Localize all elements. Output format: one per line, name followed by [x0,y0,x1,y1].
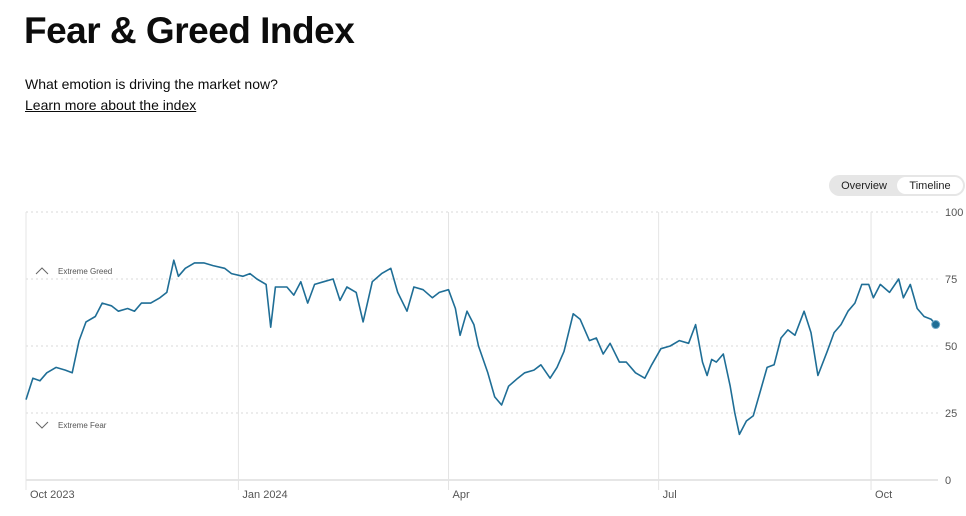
y-tick-label: 75 [945,274,957,286]
x-tick-label: Apr [453,489,470,501]
extreme-greed-label: Extreme Greed [58,267,112,276]
y-tick-label: 50 [945,341,957,353]
page-subtitle: What emotion is driving the market now? [25,76,278,92]
chevron-down-icon [35,421,49,429]
extreme-fear-label: Extreme Fear [58,421,107,430]
y-tick-label: 0 [945,475,951,487]
timeline-toggle-button[interactable]: Timeline [897,177,963,194]
current-value-marker [931,320,941,330]
series-line [25,259,937,436]
y-tick-label: 100 [945,207,963,219]
x-tick-label: Oct 2023 [30,489,75,501]
overview-toggle-button[interactable]: Overview [841,179,887,192]
chevron-up-icon [35,267,49,275]
x-tick-label: Jan 2024 [242,489,287,501]
view-toggle: Overview Timeline [829,175,965,196]
page-title: Fear & Greed Index [24,10,355,51]
x-tick-label: Jul [663,489,677,501]
x-tick-label: Oct [875,489,892,501]
y-tick-label: 25 [945,408,957,420]
learn-more-link[interactable]: Learn more about the index [25,97,197,113]
